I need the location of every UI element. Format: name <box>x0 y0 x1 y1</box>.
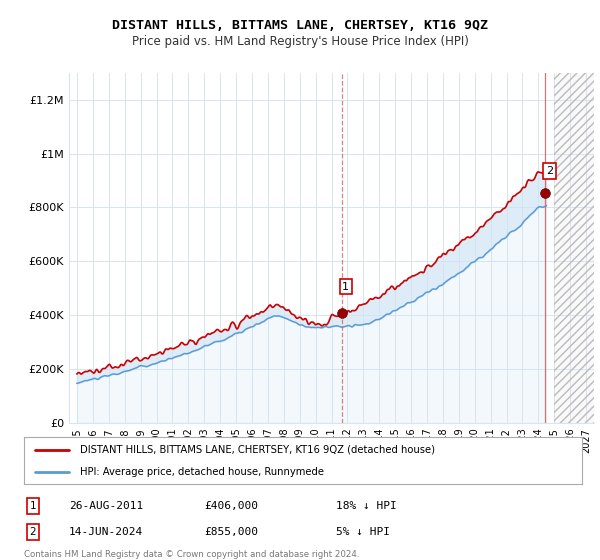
Text: 26-AUG-2011: 26-AUG-2011 <box>69 501 143 511</box>
Text: £855,000: £855,000 <box>204 527 258 537</box>
Text: 14-JUN-2024: 14-JUN-2024 <box>69 527 143 537</box>
Text: £406,000: £406,000 <box>204 501 258 511</box>
Bar <box>554 73 594 423</box>
Bar <box>554 73 594 423</box>
Text: HPI: Average price, detached house, Runnymede: HPI: Average price, detached house, Runn… <box>80 466 324 477</box>
Text: 1: 1 <box>343 282 349 292</box>
Text: DISTANT HILLS, BITTAMS LANE, CHERTSEY, KT16 9QZ: DISTANT HILLS, BITTAMS LANE, CHERTSEY, K… <box>112 18 488 32</box>
Text: 2: 2 <box>546 166 553 176</box>
Text: 2: 2 <box>29 527 37 537</box>
Text: Price paid vs. HM Land Registry's House Price Index (HPI): Price paid vs. HM Land Registry's House … <box>131 35 469 49</box>
Text: DISTANT HILLS, BITTAMS LANE, CHERTSEY, KT16 9QZ (detached house): DISTANT HILLS, BITTAMS LANE, CHERTSEY, K… <box>80 445 435 455</box>
Text: 18% ↓ HPI: 18% ↓ HPI <box>336 501 397 511</box>
Text: Contains HM Land Registry data © Crown copyright and database right 2024.
This d: Contains HM Land Registry data © Crown c… <box>24 550 359 560</box>
Text: 5% ↓ HPI: 5% ↓ HPI <box>336 527 390 537</box>
Text: 1: 1 <box>29 501 37 511</box>
